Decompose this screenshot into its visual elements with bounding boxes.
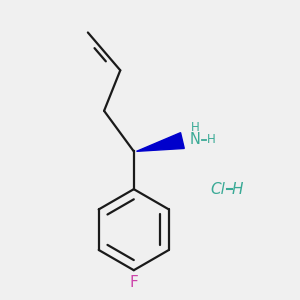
Text: H: H [191,121,200,134]
Text: F: F [129,275,138,290]
Text: Cl: Cl [210,182,225,197]
Text: H: H [232,182,243,197]
Text: N: N [190,132,201,147]
Text: H: H [207,134,216,146]
Polygon shape [136,133,184,152]
